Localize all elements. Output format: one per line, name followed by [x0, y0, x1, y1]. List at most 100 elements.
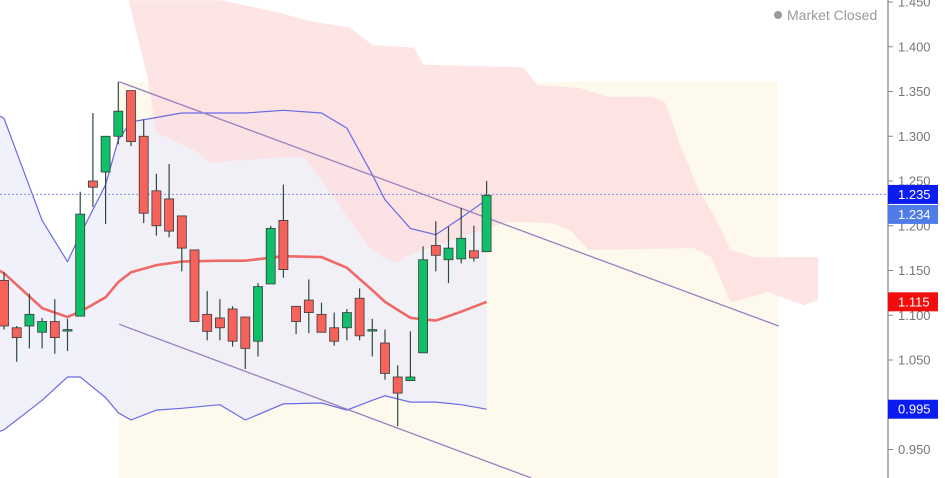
bollinger-lower-line [0, 376, 487, 432]
candle [113, 81, 124, 145]
price-label-text: 1.234 [898, 207, 931, 222]
price-label-bg [888, 292, 938, 312]
channel-lower-line [118, 323, 532, 478]
candle-body [176, 215, 187, 249]
price-axis[interactable]: 0.9501.0501.1001.1501.2001.2501.3001.350… [887, 0, 938, 478]
candle-body [405, 376, 416, 381]
candle [176, 215, 187, 272]
candle [11, 325, 22, 362]
price-label: 1.235 [888, 184, 938, 204]
candle-body [75, 213, 86, 317]
axis-tick-label: 1.100 [898, 308, 931, 323]
candle [303, 279, 314, 334]
axis-tick-label: 1.250 [898, 174, 931, 189]
candle-body [126, 90, 136, 143]
candle [62, 318, 73, 352]
price-label-text: 1.115 [898, 294, 930, 309]
candle [253, 283, 263, 357]
candle [329, 312, 340, 346]
candle-body [11, 327, 22, 339]
candle [75, 191, 86, 317]
candle-body [113, 110, 124, 137]
candle-body [24, 313, 35, 327]
dot-icon [774, 11, 782, 19]
bollinger-basis-line [0, 254, 488, 322]
candles [0, 81, 492, 427]
candle-body [0, 279, 9, 327]
candle-body [341, 312, 352, 329]
axis-tick-label: 1.300 [898, 129, 931, 144]
candle [0, 272, 9, 330]
candle [240, 316, 251, 369]
candle-body [202, 313, 213, 332]
candle-body [240, 316, 251, 349]
channel-upper-line [118, 81, 779, 327]
market-status: Market Closed [774, 7, 877, 23]
candle [443, 226, 454, 284]
candle [392, 365, 403, 427]
candle-body [62, 329, 73, 332]
candle [126, 90, 136, 147]
candle [468, 225, 479, 262]
candle-body [265, 228, 276, 285]
candle-body [468, 250, 479, 259]
candle-body [164, 198, 175, 232]
candle-body [100, 135, 111, 173]
candle [380, 329, 390, 380]
candle-body [392, 376, 403, 394]
price-label: 1.234 [888, 204, 938, 224]
price-label: 0.995 [888, 399, 938, 419]
axis-tick-label: 1.150 [898, 263, 931, 278]
candle-body [49, 321, 60, 339]
candle-body [380, 342, 390, 374]
candle [405, 331, 416, 381]
candle [202, 291, 213, 341]
candle-body [253, 286, 263, 342]
candle [37, 317, 47, 349]
candle [49, 299, 60, 354]
candle [341, 308, 352, 341]
candle [88, 112, 98, 207]
candle [227, 306, 238, 347]
indicator-lines [0, 81, 888, 478]
candle-body [456, 237, 467, 260]
candle-body [88, 180, 98, 188]
candle-body [151, 190, 162, 227]
candle [189, 249, 200, 322]
axis-tick-label: 0.950 [898, 442, 931, 457]
candle [138, 119, 149, 224]
candle-body [37, 321, 47, 333]
axis-tick-label: 1.050 [898, 353, 931, 368]
candle-body [329, 327, 340, 342]
market-status-label: Market Closed [787, 7, 878, 23]
candle [367, 318, 378, 357]
candle [278, 184, 289, 278]
axis-tick-label: 1.350 [898, 84, 931, 99]
price-label-bg [888, 184, 938, 204]
candle-body [291, 305, 302, 322]
price-label-bg [888, 399, 938, 419]
candle-body [303, 299, 314, 313]
price-label-text: 0.995 [898, 402, 931, 417]
price-label: 1.115 [888, 292, 938, 312]
candle [481, 181, 492, 253]
axis-tick-label: 1.400 [898, 39, 931, 54]
price-label-text: 1.235 [898, 187, 931, 202]
candle [354, 288, 365, 341]
candle-body [443, 247, 454, 261]
candle [418, 246, 429, 354]
candle [100, 135, 111, 224]
candle-body [138, 135, 149, 214]
candle-body [481, 194, 492, 253]
candle-body [278, 219, 289, 271]
bollinger-upper-line [0, 109, 487, 263]
candle-body [354, 297, 365, 337]
candle-body [189, 249, 200, 322]
candle [24, 293, 35, 349]
candle [151, 173, 162, 236]
ichimoku-cloud [128, 0, 819, 306]
candle-body [227, 308, 238, 342]
candle [316, 302, 327, 333]
candle-body [418, 259, 429, 354]
